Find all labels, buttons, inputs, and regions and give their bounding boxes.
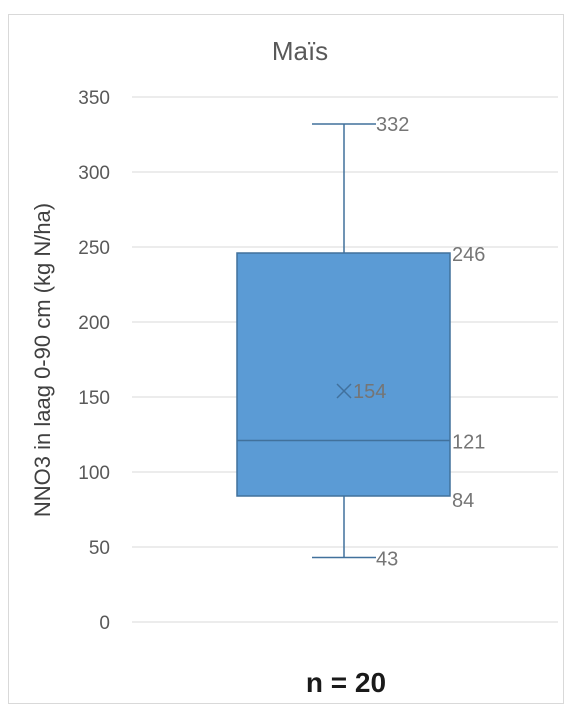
y-axis-label: NNO3 in laag 0-90 cm (kg N/ha)	[30, 203, 55, 517]
median-data-label: 121	[452, 432, 485, 454]
sample-size-label: n = 20	[306, 667, 386, 698]
y-tick-label: 50	[89, 538, 110, 559]
y-tick-label: 350	[78, 88, 110, 109]
box-plot	[236, 123, 451, 559]
mean-marker	[336, 383, 352, 399]
y-tick-label: 300	[78, 163, 110, 184]
y-tick-label: 100	[78, 463, 110, 484]
mean-data-label: 154	[353, 381, 386, 403]
y-axis-ticks: 0 50 100 150 200 250 300 350	[78, 88, 110, 634]
q1-data-label: 84	[452, 490, 474, 512]
max-data-label: 332	[376, 114, 409, 136]
y-tick-label: 200	[78, 313, 110, 334]
min-data-label: 43	[376, 549, 398, 571]
y-tick-label: 150	[78, 388, 110, 409]
q3-data-label: 246	[452, 244, 485, 266]
iqr-box	[236, 252, 451, 497]
y-tick-label: 0	[99, 613, 110, 634]
y-tick-label: 250	[78, 238, 110, 259]
data-labels: 332 246 154 121 84 43	[353, 114, 485, 571]
chart-title: Maïs	[272, 36, 328, 66]
